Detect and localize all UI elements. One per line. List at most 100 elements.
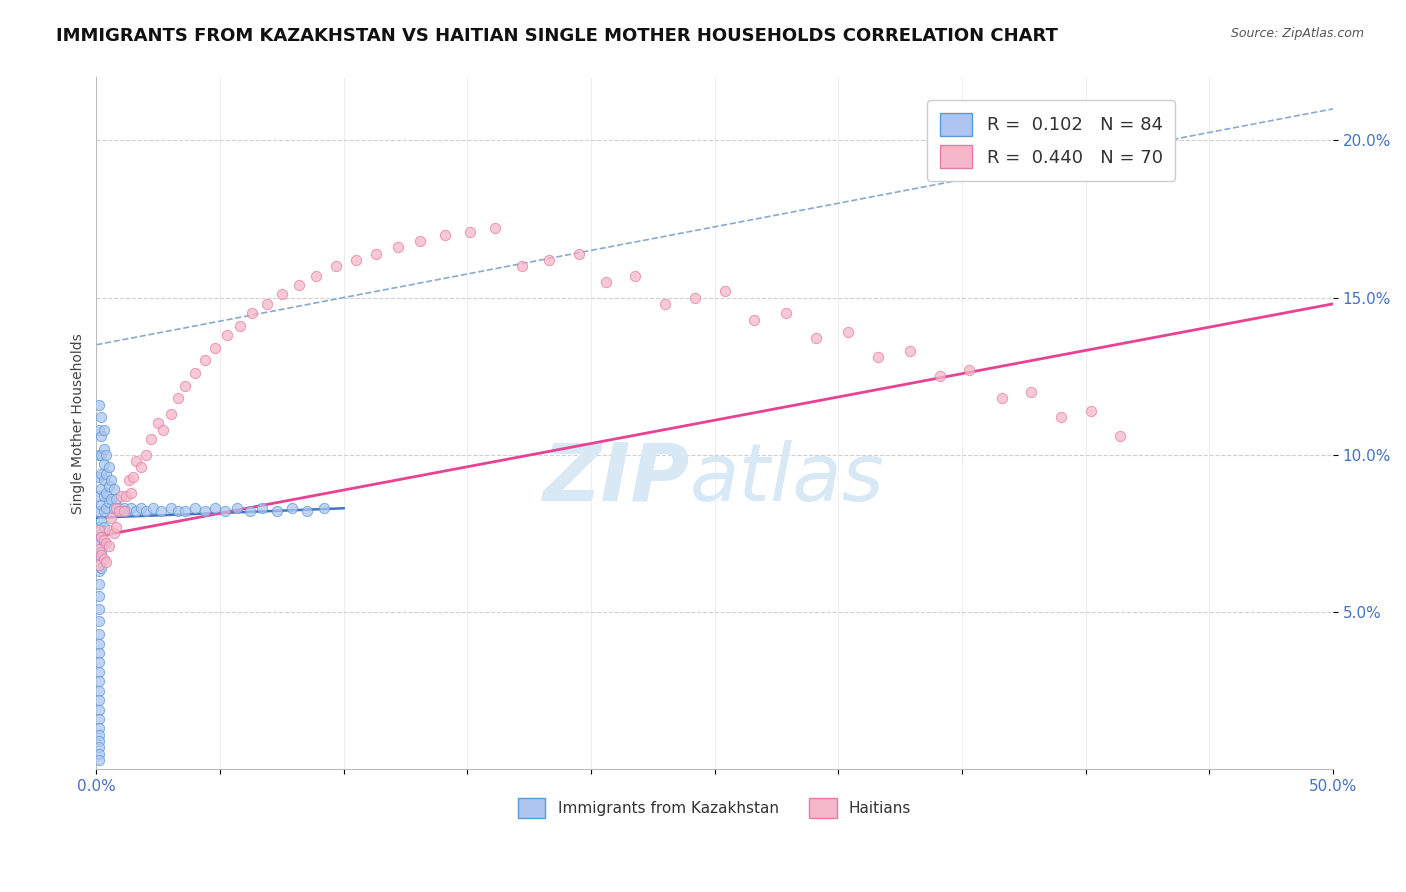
Point xyxy=(174,504,197,518)
Point xyxy=(409,234,432,248)
Point xyxy=(217,328,239,343)
Point xyxy=(229,318,252,333)
Point xyxy=(312,501,335,516)
Point xyxy=(87,734,110,748)
Text: Source: ZipAtlas.com: Source: ZipAtlas.com xyxy=(1230,27,1364,40)
Point xyxy=(194,353,217,368)
Point xyxy=(434,227,457,242)
Point xyxy=(990,391,1012,405)
Text: ZIP: ZIP xyxy=(543,440,690,517)
Point xyxy=(87,753,110,767)
Point xyxy=(1050,410,1073,425)
Y-axis label: Single Mother Households: Single Mother Households xyxy=(72,333,86,514)
Point xyxy=(204,501,226,516)
Point xyxy=(458,225,481,239)
Point xyxy=(129,460,152,475)
Point xyxy=(103,526,125,541)
Point xyxy=(364,246,387,260)
Point xyxy=(90,530,112,544)
Point xyxy=(93,442,115,456)
Point xyxy=(87,674,110,689)
Point xyxy=(87,564,110,578)
Point xyxy=(295,504,318,518)
Point xyxy=(624,268,647,283)
Point xyxy=(97,524,120,538)
Point xyxy=(120,485,142,500)
Point xyxy=(87,489,110,503)
Point xyxy=(87,693,110,707)
Point xyxy=(87,536,110,550)
Point xyxy=(87,542,110,557)
Point xyxy=(90,467,112,481)
Point xyxy=(167,391,190,405)
Point xyxy=(87,504,110,518)
Point xyxy=(97,495,120,509)
Point xyxy=(90,561,112,575)
Point xyxy=(159,501,181,516)
Legend: Immigrants from Kazakhstan, Haitians: Immigrants from Kazakhstan, Haitians xyxy=(512,792,918,824)
Point xyxy=(148,417,170,431)
Point xyxy=(204,341,226,355)
Point xyxy=(184,501,207,516)
Point xyxy=(100,473,122,487)
Point xyxy=(866,351,889,365)
Point xyxy=(87,448,110,462)
Point xyxy=(107,501,129,516)
Point xyxy=(775,306,797,320)
Point xyxy=(90,498,112,512)
Point xyxy=(100,510,122,524)
Point xyxy=(90,410,112,425)
Point xyxy=(117,473,139,487)
Point xyxy=(90,429,112,443)
Point xyxy=(90,530,112,544)
Point xyxy=(93,489,115,503)
Point xyxy=(103,483,125,497)
Point xyxy=(87,397,110,411)
Point xyxy=(129,501,152,516)
Point xyxy=(226,501,249,516)
Point xyxy=(595,275,617,289)
Point xyxy=(344,252,367,267)
Point xyxy=(713,285,735,299)
Point xyxy=(110,504,132,518)
Point xyxy=(87,590,110,604)
Point xyxy=(510,259,533,273)
Point xyxy=(174,378,197,392)
Point xyxy=(87,722,110,736)
Point xyxy=(93,533,115,547)
Point xyxy=(105,520,128,534)
Point xyxy=(87,576,110,591)
Point xyxy=(87,712,110,726)
Point xyxy=(87,728,110,742)
Point xyxy=(87,740,110,755)
Point xyxy=(87,558,110,572)
Point xyxy=(107,504,129,518)
Point xyxy=(97,479,120,493)
Point xyxy=(90,514,112,528)
Point xyxy=(87,627,110,641)
Point xyxy=(270,287,292,301)
Point xyxy=(93,504,115,518)
Point xyxy=(742,312,765,326)
Point xyxy=(654,297,676,311)
Point xyxy=(90,448,112,462)
Point xyxy=(87,602,110,616)
Point xyxy=(90,545,112,559)
Point xyxy=(139,432,162,446)
Point xyxy=(149,504,172,518)
Point xyxy=(87,423,110,437)
Point xyxy=(103,501,125,516)
Point xyxy=(214,504,236,518)
Point xyxy=(105,491,128,506)
Point xyxy=(152,423,174,437)
Point xyxy=(87,747,110,761)
Point xyxy=(87,470,110,484)
Point xyxy=(110,489,132,503)
Text: atlas: atlas xyxy=(690,440,884,517)
Point xyxy=(928,369,950,384)
Point xyxy=(87,524,110,538)
Point xyxy=(120,501,142,516)
Point xyxy=(804,331,827,345)
Point xyxy=(266,504,288,518)
Point xyxy=(122,470,145,484)
